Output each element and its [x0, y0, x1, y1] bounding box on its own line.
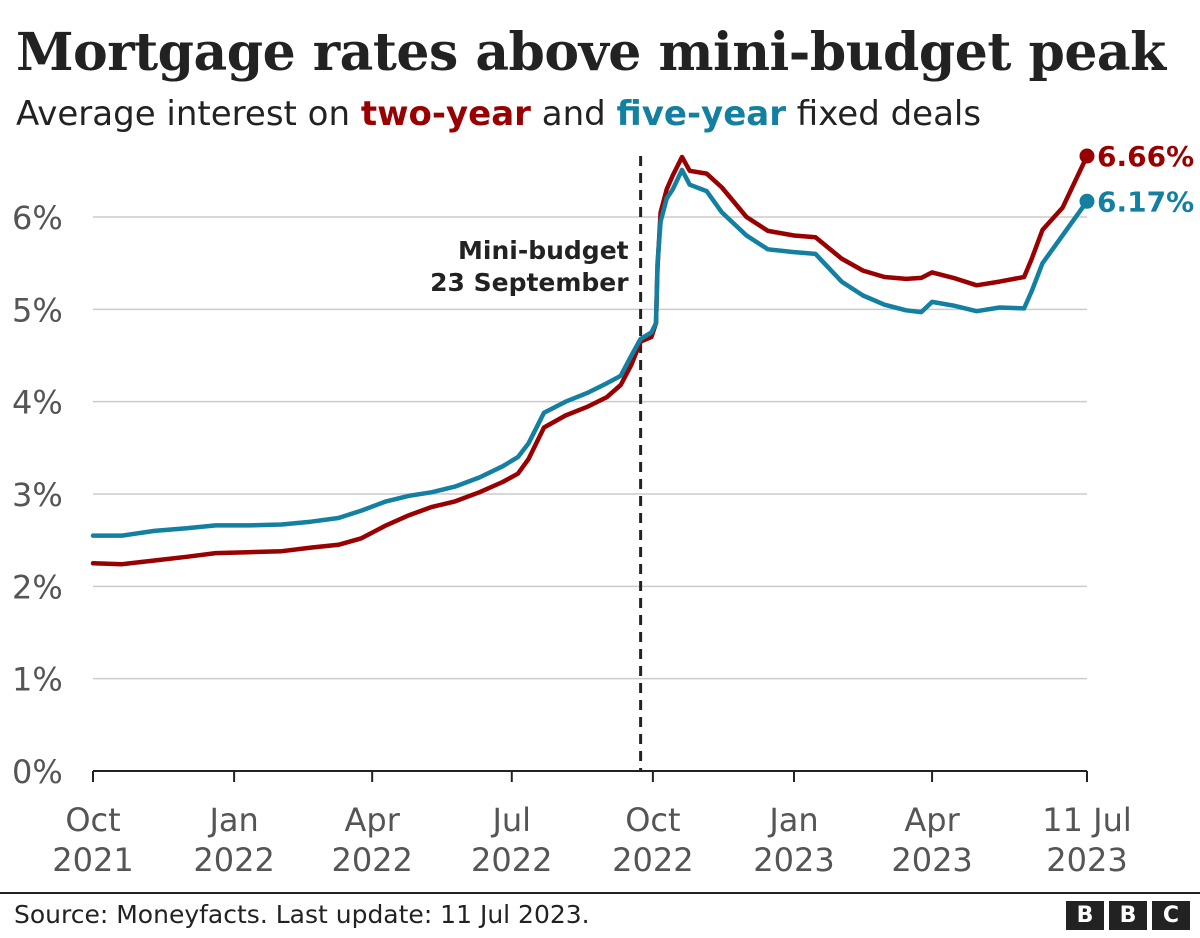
subtitle-text-pre: Average interest on — [16, 94, 361, 134]
x-tick-label: 2022 — [612, 841, 693, 879]
x-tick-label: 2023 — [891, 841, 972, 879]
x-tick-label: Oct — [625, 801, 680, 839]
x-tick-label: 2021 — [52, 841, 133, 879]
y-tick-label: 5% — [12, 291, 63, 329]
x-tick-label: 2022 — [471, 841, 552, 879]
footer-divider — [0, 892, 1200, 894]
y-tick-label: 4% — [12, 384, 63, 422]
end-marker-two-year — [1079, 148, 1095, 164]
x-tick-label: 11 Jul — [1042, 801, 1132, 839]
bbc-logo-letter-2: B — [1109, 901, 1147, 930]
x-tick-label: 2023 — [753, 841, 834, 879]
bbc-logo-letter-1: B — [1066, 901, 1104, 930]
line-chart: 0%1%2%3%4%5%6%Oct2021Jan2022Apr2022Jul20… — [12, 140, 1194, 879]
end-label-five-year: 6.17% — [1097, 185, 1194, 218]
y-tick-label: 0% — [12, 753, 63, 791]
x-tick-label: Oct — [65, 801, 120, 839]
chart-subtitle: Average interest on two-year and five-ye… — [16, 94, 981, 134]
source-note: Source: Moneyfacts. Last update: 11 Jul … — [14, 900, 590, 929]
y-tick-label: 3% — [12, 476, 63, 514]
x-tick-label: Apr — [904, 801, 960, 839]
legend-two-year: two-year — [360, 94, 531, 134]
bbc-logo-letter-3: C — [1152, 901, 1190, 930]
x-tick-label: 2022 — [193, 841, 274, 879]
y-tick-label: 6% — [12, 199, 63, 237]
end-label-two-year: 6.66% — [1097, 140, 1194, 173]
subtitle-text-post: fixed deals — [785, 94, 982, 134]
y-tick-label: 2% — [12, 568, 63, 606]
mini-budget-label: Mini-budget — [458, 236, 629, 265]
x-tick-label: 2023 — [1046, 841, 1127, 879]
x-tick-label: Jan — [767, 801, 818, 839]
x-tick-label: Apr — [344, 801, 400, 839]
x-tick-label: 2022 — [331, 841, 412, 879]
subtitle-text-mid: and — [530, 94, 617, 134]
legend-five-year: five-year — [616, 94, 786, 134]
series-line-five-year — [90, 167, 1090, 538]
y-tick-label: 1% — [12, 661, 63, 699]
chart-title: Mortgage rates above mini-budget peak — [16, 22, 1166, 83]
x-tick-label: Jul — [490, 801, 531, 839]
end-marker-five-year — [1079, 193, 1095, 209]
mini-budget-label: 23 September — [430, 268, 629, 297]
x-tick-label: Jan — [207, 801, 258, 839]
bbc-logo: B B C — [1066, 901, 1190, 930]
